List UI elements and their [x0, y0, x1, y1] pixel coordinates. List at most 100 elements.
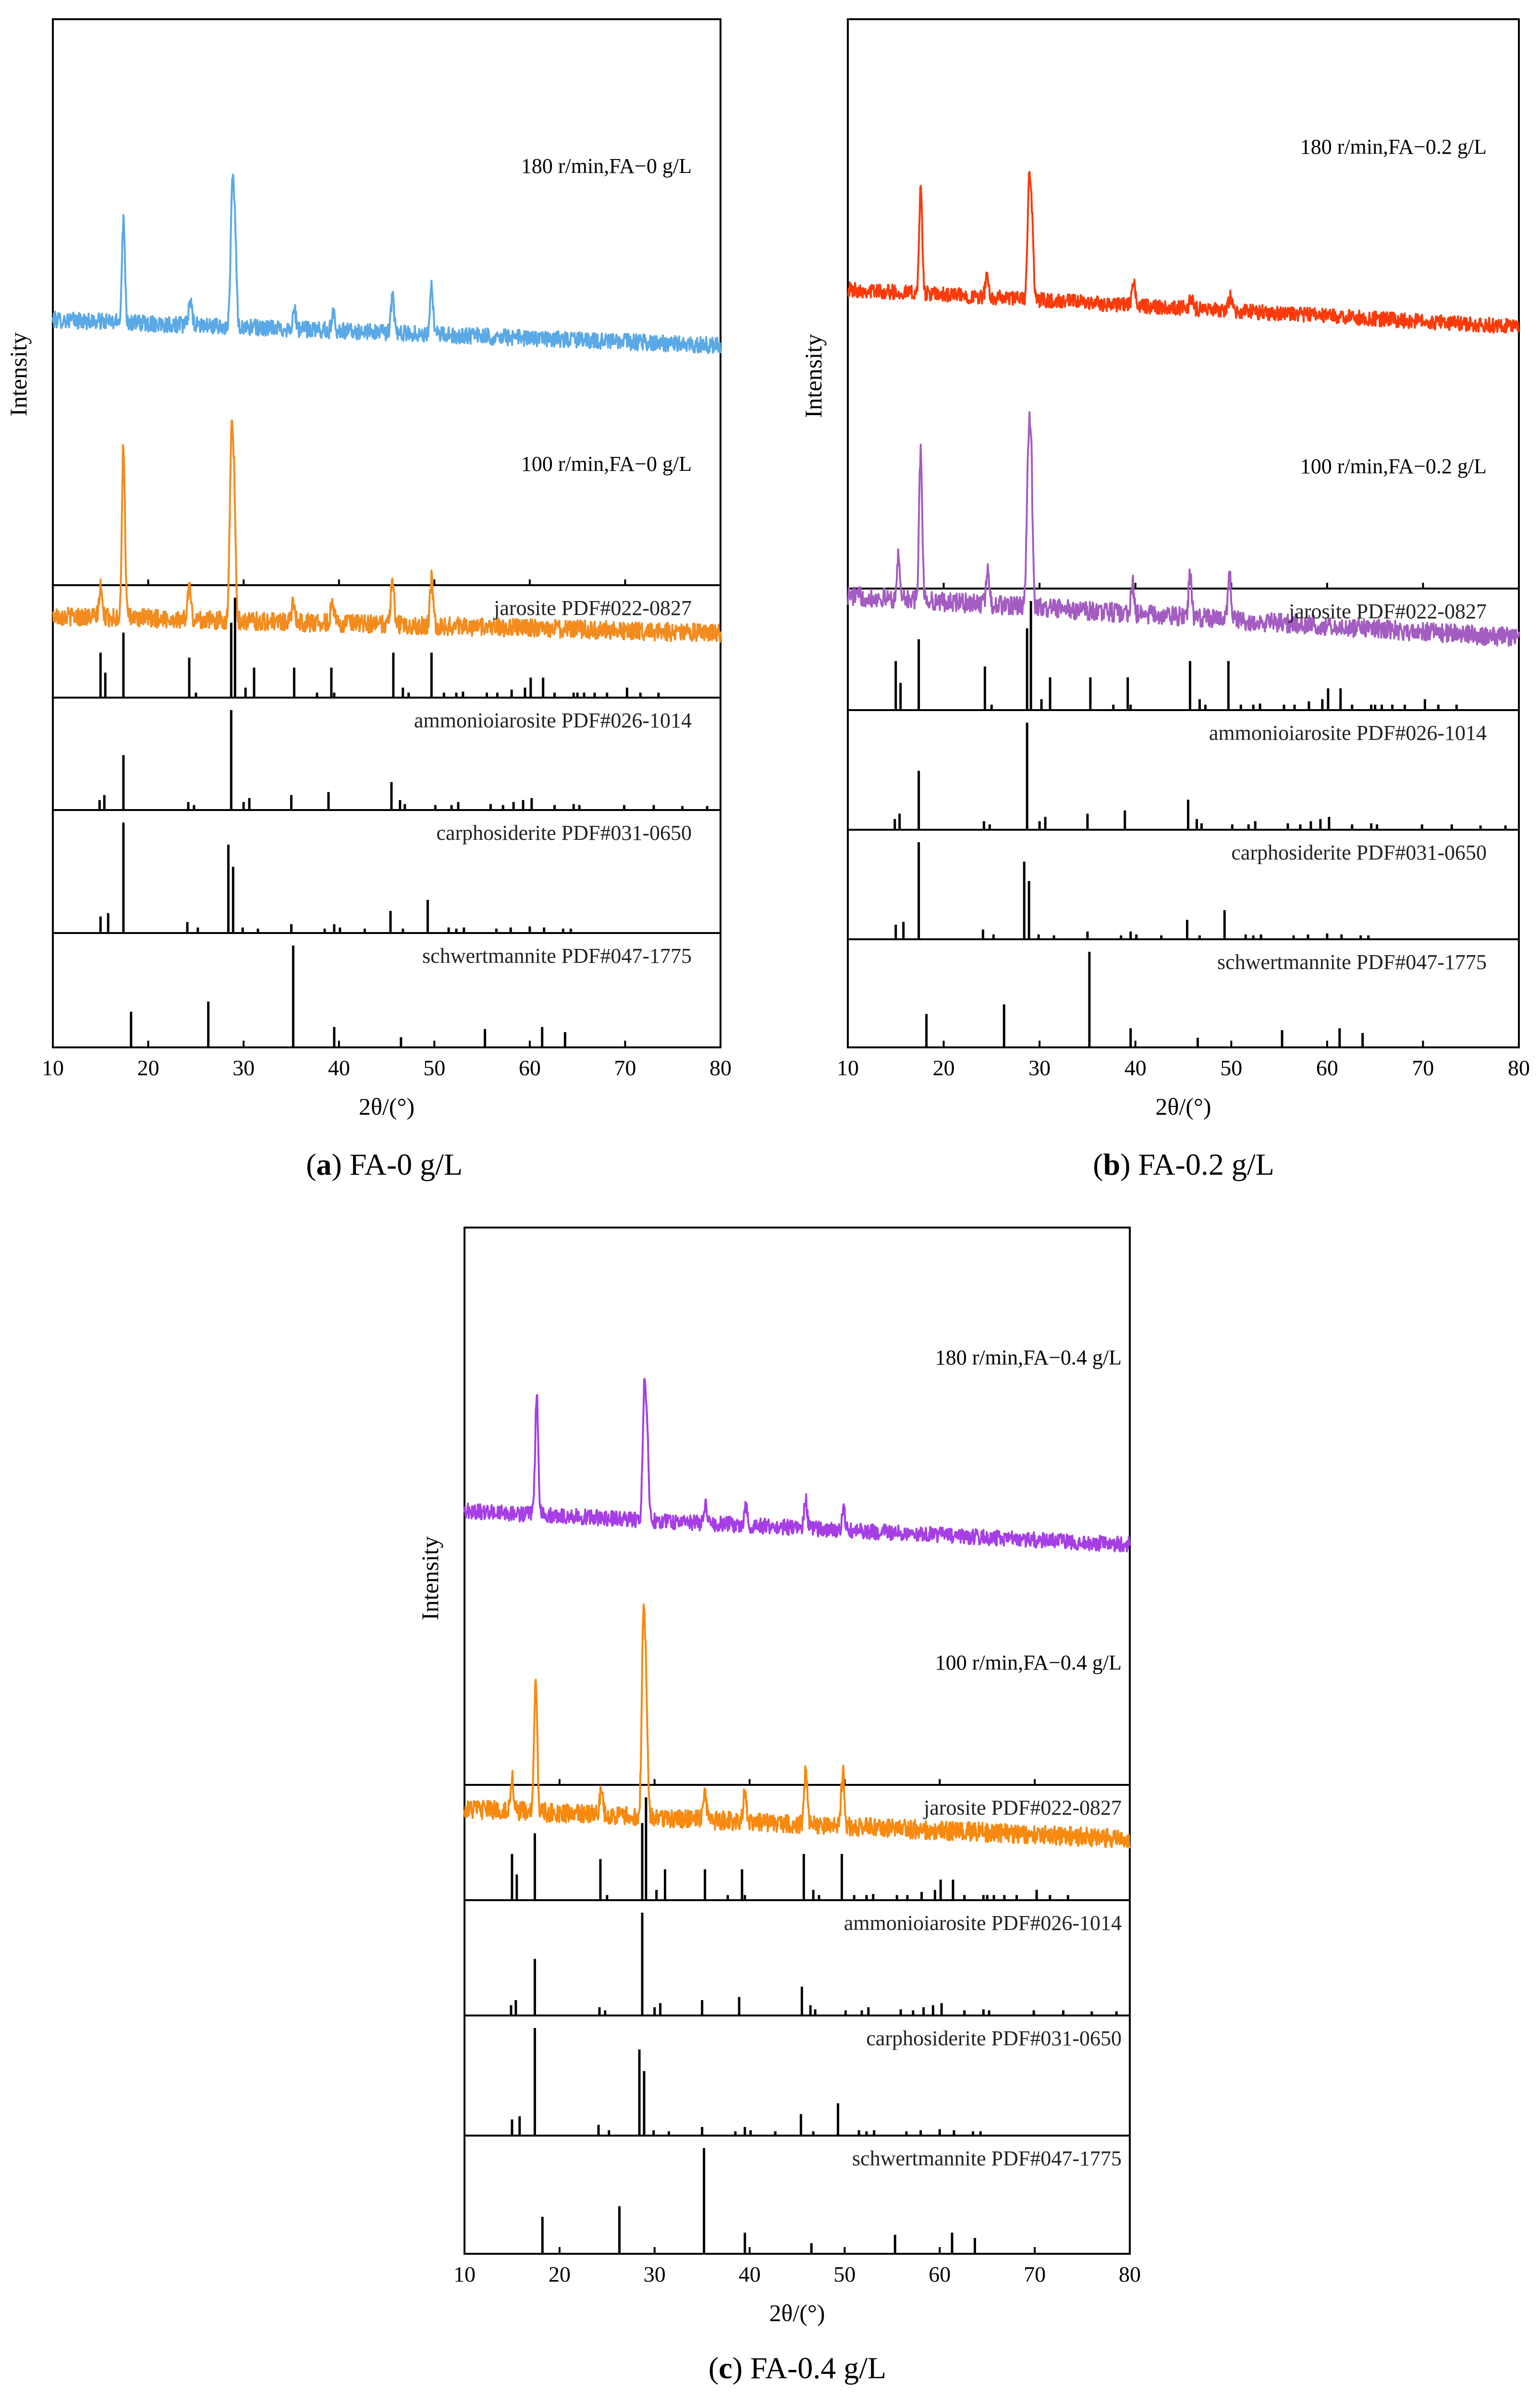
reference-pdf: PDF#022-0827	[1357, 600, 1487, 623]
panel-b: 10 20 30 40 50 60 70 80 2θ/(°) Intensity 180 r/min…	[800, 18, 1530, 1181]
x-tick-label: 60	[929, 2262, 951, 2286]
x-tick-label: 80	[1508, 1056, 1530, 1080]
x-tick-label: 10	[837, 1056, 859, 1080]
pattern-line-180rpm	[464, 1377, 1131, 1553]
x-tick-label: 30	[1028, 1056, 1051, 1080]
reference-label: jarosite PDF#022-0827	[923, 1796, 1122, 1819]
x-tick-label: 50	[1220, 1056, 1242, 1080]
x-tick-label: 20	[549, 2262, 571, 2286]
reference-label: ammonioiarosite PDF#026-1014	[414, 709, 692, 732]
reference-jarosite: jarosite PDF#022-0827	[99, 596, 692, 698]
reference-pdf: PDF#026-1014	[1357, 721, 1487, 745]
reference-name: carphosiderite	[866, 2027, 991, 2050]
reference-label: schwertmannite PDF#047-1775	[1217, 950, 1487, 974]
reference-pdf: PDF#022-0827	[991, 1796, 1122, 1819]
x-tick-label: 40	[328, 1056, 350, 1080]
reference-label: carphosiderite PDF#031-0650	[1231, 841, 1487, 864]
reference-name: carphosiderite	[1231, 841, 1356, 864]
x-axis-label: 2θ/(°)	[359, 1093, 415, 1120]
series-label: 100 r/min,FA−0 g/L	[521, 452, 692, 476]
reference-label: ammonioiarosite PDF#026-1014	[844, 1911, 1122, 1935]
pattern-line-100rpm	[464, 1603, 1131, 1849]
reference-pdf: PDF#047-1775	[991, 2147, 1122, 2170]
reference-pdf: PDF#031-0650	[1357, 841, 1487, 864]
reference-pdf: PDF#031-0650	[562, 821, 692, 845]
x-tick-label: 60	[519, 1056, 541, 1080]
x-tick-label: 10	[453, 2262, 476, 2286]
reference-carphosiderite: carphosiderite PDF#031-0650	[99, 821, 692, 933]
reference-carphosiderite: carphosiderite PDF#031-0650	[511, 2027, 1122, 2136]
x-tick-label: 50	[833, 2262, 856, 2286]
pattern-line-100rpm	[847, 411, 1520, 647]
reference-schwertmannite: schwertmannite PDF#047-1775	[130, 944, 692, 1047]
reference-pdf: PDF#047-1775	[1357, 950, 1487, 974]
x-tick-label: 20	[933, 1056, 955, 1080]
reference-ammonioiarosite: ammonioiarosite PDF#026-1014	[98, 709, 709, 810]
x-tick-label: 20	[137, 1056, 159, 1080]
reference-name: jarosite	[1288, 600, 1357, 623]
x-tick-label: 40	[1124, 1056, 1147, 1080]
reference-pdf: PDF#047-1775	[562, 944, 692, 968]
reference-pdf: PDF#022-0827	[562, 596, 692, 620]
reference-name: schwertmannite	[422, 944, 562, 968]
panel-caption: (a) FA-0 g/L	[306, 1147, 463, 1181]
reference-label: ammonioiarosite PDF#026-1014	[1209, 721, 1487, 745]
series-label: 100 r/min,FA−0.4 g/L	[935, 1651, 1122, 1674]
x-tick-label: 70	[614, 1056, 636, 1080]
reference-name: schwertmannite	[852, 2147, 991, 2170]
y-axis-label: Intensity	[800, 334, 827, 418]
plot-frame	[464, 1227, 1131, 2255]
series-label: 180 r/min,FA−0.2 g/L	[1300, 135, 1487, 159]
series-label: 100 r/min,FA−0.2 g/L	[1300, 455, 1487, 478]
pattern-line-180rpm	[847, 171, 1520, 334]
reference-ammonioiarosite: ammonioiarosite PDF#026-1014	[510, 1911, 1122, 2015]
x-tick-label: 80	[1119, 2262, 1141, 2286]
reference-schwertmannite: schwertmannite PDF#047-1775	[925, 950, 1487, 1047]
y-axis-label: Intensity	[416, 1536, 443, 1621]
x-tick-label: 40	[739, 2262, 761, 2286]
reference-name: schwertmannite	[1217, 950, 1357, 974]
reference-ammonioiarosite: ammonioiarosite PDF#026-1014	[893, 721, 1507, 830]
pattern-line-100rpm	[52, 419, 721, 643]
x-tick-label: 70	[1412, 1056, 1434, 1080]
x-tick-label: 10	[42, 1056, 64, 1080]
reference-label: schwertmannite PDF#047-1775	[422, 944, 692, 968]
reference-pdf: PDF#031-0650	[991, 2027, 1122, 2050]
reference-carphosiderite: carphosiderite PDF#031-0650	[894, 841, 1487, 939]
x-tick-label: 30	[644, 2262, 666, 2286]
x-axis-label: 2θ/(°)	[769, 2299, 825, 2326]
reference-name: ammonioiarosite	[414, 709, 562, 732]
panel-c: 10 20 30 40 50 60 70 80 2θ/(°) Intensity 180 r/min…	[416, 1227, 1141, 2385]
panel-caption: (b) FA-0.2 g/L	[1093, 1147, 1274, 1181]
y-axis-label: Intensity	[5, 332, 32, 417]
plot-frame	[847, 18, 1520, 1048]
reference-jarosite: jarosite PDF#022-0827	[894, 600, 1487, 710]
reference-name: jarosite	[493, 596, 562, 620]
reference-jarosite: jarosite PDF#022-0827	[511, 1796, 1122, 1900]
reference-pdf: PDF#026-1014	[991, 1911, 1122, 1935]
panel-a: 10 20 30 40 50 60 70 80 2θ/(°) Intensity 180 r/min…	[5, 18, 732, 1181]
reference-name: carphosiderite	[436, 821, 561, 845]
reference-schwertmannite: schwertmannite PDF#047-1775	[541, 2147, 1122, 2254]
reference-label: schwertmannite PDF#047-1775	[852, 2147, 1122, 2170]
reference-name: jarosite	[923, 1796, 991, 1819]
x-tick-label: 70	[1024, 2262, 1046, 2286]
x-tick-label: 50	[423, 1056, 445, 1080]
reference-label: jarosite PDF#022-0827	[1288, 600, 1487, 623]
reference-label: carphosiderite PDF#031-0650	[436, 821, 692, 845]
x-tick-label: 80	[709, 1056, 732, 1080]
x-tick-label: 60	[1316, 1056, 1338, 1080]
series-label: 180 r/min,FA−0.4 g/L	[935, 1346, 1122, 1369]
x-axis-label: 2θ/(°)	[1155, 1093, 1211, 1120]
pattern-line-180rpm	[52, 173, 721, 355]
reference-pdf: PDF#026-1014	[562, 709, 692, 732]
reference-name: ammonioiarosite	[844, 1911, 991, 1935]
reference-label: carphosiderite PDF#031-0650	[866, 2027, 1122, 2050]
x-tick-label: 30	[232, 1056, 255, 1080]
panel-caption: (c) FA-0.4 g/L	[709, 2351, 886, 2385]
series-label: 180 r/min,FA−0 g/L	[521, 154, 692, 178]
reference-label: jarosite PDF#022-0827	[493, 596, 692, 620]
plot-frame	[52, 18, 721, 1048]
reference-name: ammonioiarosite	[1209, 721, 1357, 745]
